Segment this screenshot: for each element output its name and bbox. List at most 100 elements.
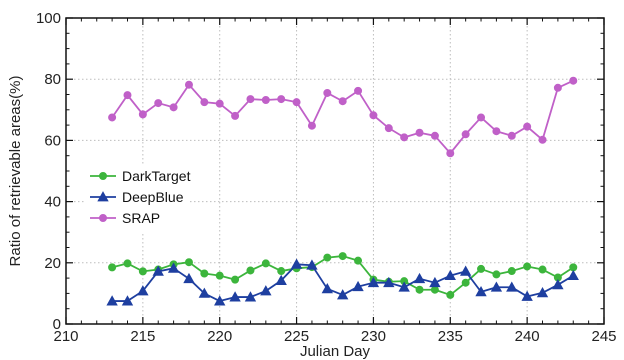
data-point-deepblue: [275, 274, 287, 285]
data-point-deepblue: [506, 281, 518, 292]
axis-ticks: 210 215 220 225 230 235 240 245 0 20 40 60 80 100: [36, 10, 617, 345]
x-tick-label: 245: [591, 328, 616, 345]
x-tick-label: 215: [130, 328, 155, 345]
data-point-srap: [246, 95, 255, 104]
data-point-darktarget: [323, 253, 332, 262]
data-point-srap: [169, 103, 178, 112]
data-point-deepblue: [137, 285, 149, 296]
series-line-srap: [111, 79, 574, 155]
data-point-deepblue: [475, 286, 487, 297]
data-point-deepblue: [459, 265, 472, 276]
data-point-srap: [200, 98, 209, 107]
y-axis-title: Ratio of retrievable areas(%): [7, 76, 24, 267]
data-point-darktarget: [354, 256, 363, 265]
data-point-srap: [538, 135, 547, 144]
y-tick-label: 20: [44, 255, 61, 272]
data-point-darktarget: [215, 271, 224, 280]
legend-marker-srap: [99, 213, 108, 222]
data-point-srap: [492, 127, 501, 136]
data-point-srap: [261, 96, 270, 105]
data-point-deepblue: [321, 282, 333, 294]
data-point-srap: [154, 99, 163, 108]
x-tick-label: 225: [284, 328, 309, 345]
data-point-deepblue: [552, 279, 564, 290]
x-axis-title: Julian Day: [300, 343, 371, 360]
data-point-srap: [461, 130, 470, 139]
data-point-deepblue: [521, 290, 533, 301]
data-point-deepblue: [244, 291, 257, 302]
data-point-darktarget: [415, 285, 424, 294]
data-point-darktarget: [338, 252, 347, 261]
data-point-deepblue: [429, 276, 441, 288]
data-point-deepblue: [152, 265, 164, 276]
legend-label-srap: SRAP: [122, 210, 160, 226]
data-point-deepblue: [167, 262, 180, 273]
data-point-deepblue: [567, 269, 579, 281]
data-point-darktarget: [538, 265, 547, 274]
data-point-srap: [138, 110, 147, 119]
data-point-darktarget: [446, 290, 455, 299]
y-tick-label: 80: [44, 71, 61, 88]
legend: DarkTarget DeepBlue SRAP: [86, 164, 191, 233]
data-point-srap: [384, 124, 393, 133]
data-point-deepblue: [306, 259, 318, 270]
data-point-deepblue: [198, 287, 211, 298]
data-point-darktarget: [200, 269, 209, 278]
grid: [66, 18, 604, 324]
data-point-darktarget: [492, 270, 501, 279]
data-point-srap: [338, 97, 347, 106]
legend-label-darktarget: DarkTarget: [122, 168, 191, 184]
data-point-srap: [369, 111, 378, 120]
data-point-deepblue: [398, 281, 410, 292]
data-point-deepblue: [383, 276, 395, 288]
data-point-srap: [400, 133, 409, 142]
data-point-srap: [231, 111, 240, 120]
data-point-srap: [215, 99, 224, 108]
x-tick-label: 240: [515, 328, 540, 345]
legend-marker-darktarget: [99, 171, 108, 180]
data-point-srap: [507, 131, 516, 140]
series-deepblue: [106, 258, 579, 306]
data-point-darktarget: [277, 267, 286, 276]
series-srap: [108, 76, 578, 158]
data-point-deepblue: [413, 272, 426, 284]
data-point-srap: [108, 113, 117, 122]
data-point-srap: [415, 128, 424, 137]
data-point-darktarget: [246, 266, 255, 275]
data-point-srap: [553, 83, 562, 92]
data-point-deepblue: [337, 289, 349, 300]
data-point-srap: [123, 91, 132, 100]
legend-label-deepblue: DeepBlue: [122, 189, 184, 205]
data-point-deepblue: [214, 295, 226, 306]
x-tick-label: 210: [53, 328, 78, 345]
y-tick-label: 100: [36, 10, 61, 27]
data-point-srap: [430, 131, 439, 140]
data-point-deepblue: [183, 272, 195, 284]
data-point-srap: [569, 76, 578, 85]
data-point-srap: [292, 98, 301, 107]
data-point-darktarget: [430, 285, 439, 294]
data-point-darktarget: [461, 278, 470, 287]
x-tick-label: 220: [207, 328, 232, 345]
series-line-darktarget: [111, 255, 574, 296]
data-point-srap: [523, 122, 532, 131]
data-point-deepblue: [106, 295, 118, 306]
data-point-srap: [323, 88, 332, 97]
data-point-deepblue: [260, 285, 272, 296]
data-point-srap: [307, 121, 316, 130]
data-point-darktarget: [184, 258, 193, 267]
data-point-darktarget: [123, 259, 132, 268]
data-point-srap: [354, 86, 363, 95]
data-point-darktarget: [523, 262, 532, 271]
x-tick-label: 235: [438, 328, 463, 345]
data-point-deepblue: [367, 276, 380, 288]
data-point-deepblue: [490, 281, 503, 292]
data-point-darktarget: [138, 267, 147, 276]
data-point-deepblue: [536, 286, 549, 298]
data-point-darktarget: [261, 259, 270, 268]
y-tick-label: 0: [53, 316, 61, 333]
data-point-srap: [477, 113, 486, 122]
data-point-srap: [277, 95, 286, 104]
data-point-darktarget: [108, 263, 117, 272]
